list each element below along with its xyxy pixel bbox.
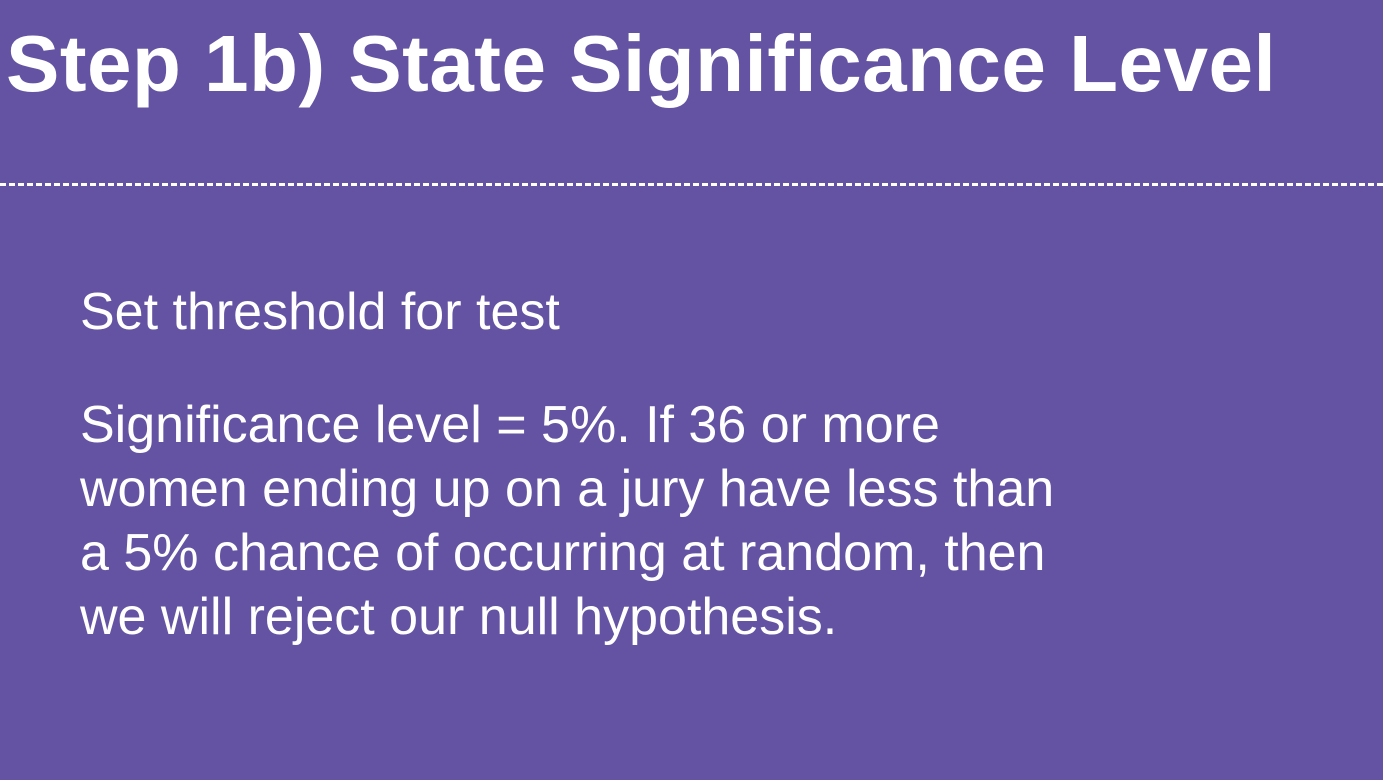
paragraph-line: women ending up on a jury have less than bbox=[80, 459, 1055, 518]
slide-subtitle: Set threshold for test bbox=[80, 283, 560, 341]
paragraph-line: Significance level = 5%. If 36 or more bbox=[80, 396, 940, 454]
paragraph-line: we will reject our null hypothesis. bbox=[80, 587, 838, 646]
paragraph-line: a 5% chance of occurring at random, then bbox=[80, 523, 1046, 582]
slide-paragraph: Significance level = 5%. If 36 or more w… bbox=[80, 394, 1360, 650]
dashed-divider bbox=[0, 183, 1383, 186]
slide-title: Step 1b) State Significance Level bbox=[6, 19, 1277, 108]
